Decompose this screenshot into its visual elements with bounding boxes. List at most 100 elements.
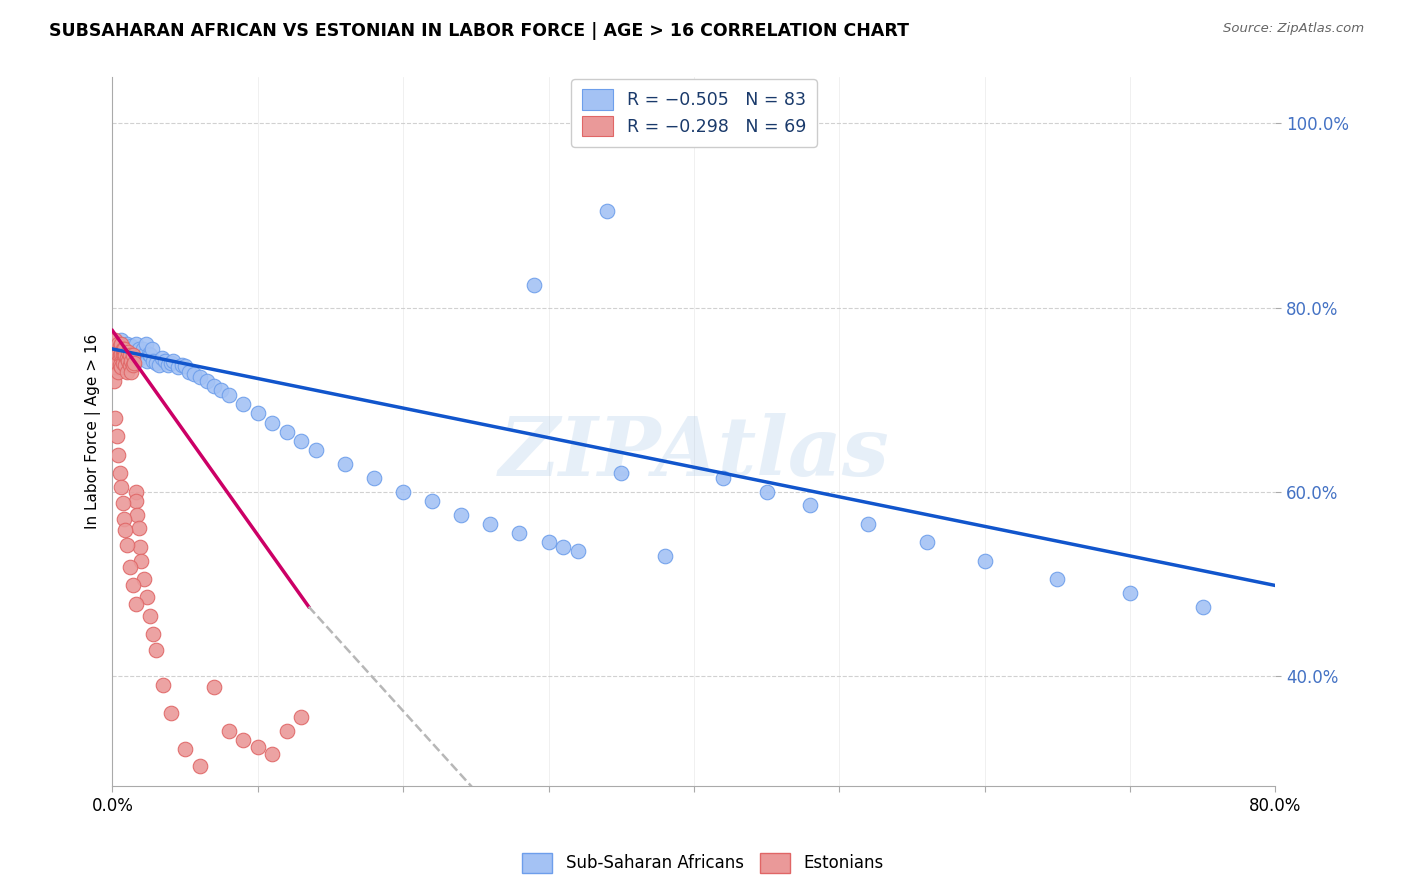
Point: [104, 360, 127, 375]
Point: [138, 346, 160, 360]
Point: [134, 572, 156, 586]
Point: [145, 356, 167, 370]
Point: [799, 499, 821, 513]
Point: [141, 342, 163, 356]
Point: [567, 544, 589, 558]
Point: [108, 337, 131, 351]
Point: [108, 467, 131, 481]
Point: [105, 351, 128, 366]
Point: [129, 540, 152, 554]
Point: [107, 448, 129, 462]
Point: [915, 535, 938, 549]
Point: [136, 591, 159, 605]
Point: [115, 365, 138, 379]
Point: [276, 723, 298, 738]
Point: [142, 627, 165, 641]
Point: [209, 384, 232, 398]
Point: [156, 358, 179, 372]
Point: [195, 374, 218, 388]
Point: [110, 333, 132, 347]
Y-axis label: In Labor Force | Age > 16: In Labor Force | Age > 16: [86, 334, 101, 530]
Point: [128, 342, 150, 356]
Point: [166, 360, 188, 375]
Point: [172, 358, 194, 372]
Point: [122, 348, 145, 362]
Point: [363, 471, 385, 485]
Point: [104, 333, 127, 347]
Point: [595, 203, 617, 218]
Point: [111, 342, 134, 356]
Point: [112, 346, 135, 360]
Point: [121, 351, 143, 366]
Point: [179, 365, 201, 379]
Point: [118, 348, 141, 362]
Point: [107, 365, 129, 379]
Point: [159, 706, 181, 720]
Point: [551, 540, 574, 554]
Point: [479, 516, 502, 531]
Point: [121, 348, 143, 362]
Point: [139, 608, 162, 623]
Point: [120, 354, 142, 368]
Point: [128, 521, 150, 535]
Point: [174, 742, 197, 756]
Point: [654, 549, 676, 563]
Point: [276, 425, 298, 439]
Point: [148, 358, 170, 372]
Text: Source: ZipAtlas.com: Source: ZipAtlas.com: [1223, 22, 1364, 36]
Legend: Sub-Saharan Africans, Estonians: Sub-Saharan Africans, Estonians: [516, 847, 890, 880]
Point: [105, 429, 128, 443]
Point: [183, 367, 205, 381]
Point: [110, 337, 132, 351]
Point: [150, 351, 173, 366]
Point: [135, 337, 157, 351]
Point: [127, 346, 149, 360]
Point: [124, 337, 146, 351]
Point: [523, 277, 546, 292]
Point: [112, 356, 135, 370]
Point: [114, 523, 136, 537]
Point: [120, 354, 142, 368]
Point: [108, 348, 131, 362]
Point: [105, 342, 128, 356]
Point: [152, 678, 174, 692]
Point: [117, 344, 139, 359]
Point: [134, 348, 156, 362]
Point: [159, 356, 181, 370]
Point: [537, 535, 560, 549]
Point: [111, 356, 134, 370]
Point: [114, 358, 136, 372]
Point: [115, 538, 138, 552]
Point: [174, 359, 197, 374]
Point: [129, 351, 152, 366]
Point: [103, 374, 125, 388]
Text: ZIPAtlas: ZIPAtlas: [499, 413, 890, 493]
Point: [108, 339, 131, 353]
Point: [105, 342, 128, 356]
Point: [124, 354, 146, 368]
Point: [104, 346, 127, 360]
Point: [202, 378, 225, 392]
Point: [858, 516, 880, 531]
Point: [232, 733, 254, 747]
Point: [118, 560, 141, 574]
Point: [450, 508, 472, 522]
Point: [120, 365, 142, 379]
Point: [110, 346, 132, 360]
Point: [115, 351, 138, 366]
Point: [112, 342, 135, 356]
Point: [139, 348, 162, 362]
Point: [246, 406, 269, 420]
Point: [111, 351, 134, 366]
Point: [112, 348, 135, 362]
Point: [117, 344, 139, 359]
Point: [121, 358, 143, 372]
Point: [132, 342, 155, 356]
Point: [124, 484, 146, 499]
Point: [114, 344, 136, 359]
Point: [508, 526, 530, 541]
Legend: R = −0.505   N = 83, R = −0.298   N = 69: R = −0.505 N = 83, R = −0.298 N = 69: [571, 79, 817, 147]
Point: [333, 457, 356, 471]
Point: [1119, 586, 1142, 600]
Point: [145, 643, 167, 657]
